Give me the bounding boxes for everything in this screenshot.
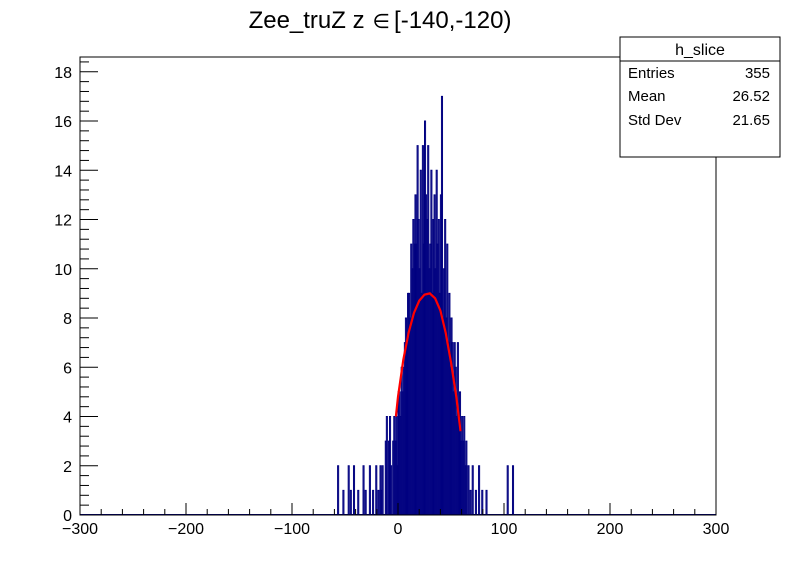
histogram-bin-90 — [467, 465, 470, 515]
fit-line — [394, 292, 462, 432]
histogram-bin-97 — [506, 465, 509, 515]
chart-title-symbol: ∈ — [373, 9, 390, 33]
histogram-bin-14 — [381, 465, 384, 515]
y-tick-label: 2 — [63, 459, 72, 476]
histogram-bin-8 — [368, 465, 371, 515]
chart-title: Zee_truZ z ∈ [-140,-120) — [249, 7, 512, 34]
histogram-bin-10 — [375, 465, 378, 515]
histogram-bin-66 — [440, 95, 444, 515]
histogram-bin-19 — [390, 465, 393, 515]
stats-box-title: h_slice — [675, 42, 725, 59]
histogram-bin-0 — [337, 465, 340, 515]
x-tick-label: 200 — [597, 521, 624, 538]
y-tick-label: 16 — [54, 114, 72, 131]
x-axis: −300 −200 −100 0 100 200 300 — [62, 503, 729, 538]
y-tick-label: 4 — [63, 410, 72, 427]
chart-title-range: [-140,-120) — [394, 7, 511, 34]
fit-curve — [394, 292, 462, 432]
stats-value-mean: 26.52 — [732, 88, 770, 105]
histogram-bin-92 — [471, 465, 474, 515]
stats-label-std-dev: Std Dev — [628, 112, 682, 129]
stats-value-std-dev: 21.65 — [732, 112, 770, 129]
x-tick-label: 300 — [703, 521, 730, 538]
histogram-bin-6 — [362, 465, 365, 515]
histogram-bin-98 — [511, 465, 515, 515]
stats-label-entries: Entries — [628, 65, 675, 82]
y-tick-label: 14 — [54, 163, 72, 180]
histogram-bin-7 — [364, 489, 367, 515]
chart-title-main: Zee_truZ z — [249, 7, 365, 34]
histogram-bin-89 — [465, 440, 468, 515]
histogram-bin-9 — [372, 489, 375, 515]
x-tick-label: 100 — [491, 521, 518, 538]
histogram-bin-2 — [347, 465, 350, 515]
histogram-bin-4 — [352, 465, 356, 515]
histogram-bin-16 — [385, 416, 388, 515]
histogram-bin-1 — [342, 489, 345, 515]
histogram-bin-96 — [485, 489, 488, 515]
x-tick-label: −200 — [168, 521, 204, 538]
histogram-bin-91 — [469, 489, 472, 515]
y-tick-label: 0 — [63, 508, 72, 525]
histogram-bars — [80, 95, 716, 515]
y-axis: 0 2 4 6 8 10 12 14 16 18 — [54, 61, 98, 525]
x-tick-label: −300 — [62, 521, 98, 538]
histogram-bin-95 — [481, 489, 484, 515]
y-tick-label: 12 — [54, 213, 72, 230]
stats-box-frame — [619, 36, 781, 158]
stats-label-mean: Mean — [628, 88, 666, 105]
y-tick-label: 6 — [63, 360, 72, 377]
histogram-bin-93 — [474, 489, 477, 515]
y-tick-label: 8 — [63, 311, 72, 328]
x-tick-label: −100 — [274, 521, 310, 538]
y-tick-label: 18 — [54, 65, 72, 82]
stats-value-entries: 355 — [745, 65, 770, 82]
histogram-bin-94 — [478, 465, 481, 515]
x-tick-label: 0 — [394, 521, 403, 538]
y-tick-label: 10 — [54, 262, 72, 279]
histogram-bin-3 — [349, 489, 352, 515]
histogram-bin-5 — [357, 489, 360, 515]
histogram-bin-11 — [377, 489, 380, 515]
stats-box: h_slice Entries 355 Mean 26.52 Std Dev 2… — [619, 36, 781, 158]
